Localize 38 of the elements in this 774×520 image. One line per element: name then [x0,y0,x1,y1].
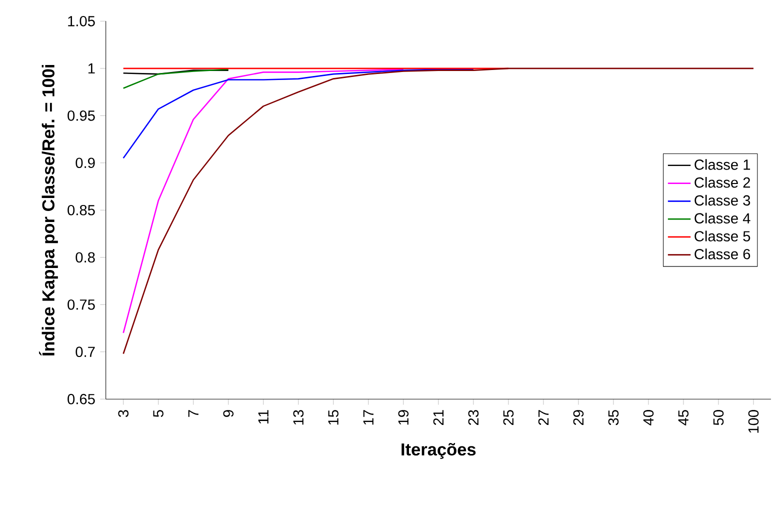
x-tick-label: 13 [293,410,304,425]
y-tick-label: 0.9 [76,158,95,168]
y-tick-label: 0.85 [68,204,95,216]
line-series [122,68,230,89]
y-tick-label: 0.7 [76,346,95,358]
x-tick-label: 50 [713,410,724,426]
x-tick-label: 29 [573,410,584,425]
x-tick-label: 45 [678,410,689,426]
legend-label: Classe 1 [694,159,750,170]
x-tick-label: 5 [153,410,164,417]
x-tick-label: 23 [468,410,479,425]
x-tick-label: 11 [258,410,268,424]
legend-label: Classe 4 [694,212,750,224]
y-tick-label: 0.8 [76,252,95,263]
line-series [122,68,404,334]
y-tick-label: 1 [88,63,95,74]
x-tick-label: 7 [188,410,198,417]
y-tick-label: 0.65 [68,394,95,404]
legend-label: Classe 5 [694,230,750,242]
legend-label: Classe 2 [694,177,750,188]
x-tick-label: 17 [363,410,374,425]
x-tick-label: 40 [643,410,654,426]
x-tick-label: 9 [223,410,234,417]
x-tick-label: 15 [328,410,338,425]
x-tick-label: 100 [748,410,759,433]
y-tick-label: 0.75 [68,299,95,310]
x-tick-label: 19 [398,410,409,425]
x-tick-label: 3 [118,410,129,418]
x-axis-title: Iterações [402,442,476,459]
y-tick-label: 1.05 [68,16,95,26]
x-tick-label: 21 [433,410,444,425]
legend-label: Classe 3 [694,194,750,206]
x-tick-label: 27 [538,410,549,425]
y-tick-label: 0.95 [68,110,95,121]
x-tick-label: 35 [608,410,619,426]
x-tick-label: 25 [503,410,514,425]
y-axis-title: Índice Kappa por Classe/Ref. = 100i [39,64,58,356]
legend-label: Classe 6 [694,248,750,260]
